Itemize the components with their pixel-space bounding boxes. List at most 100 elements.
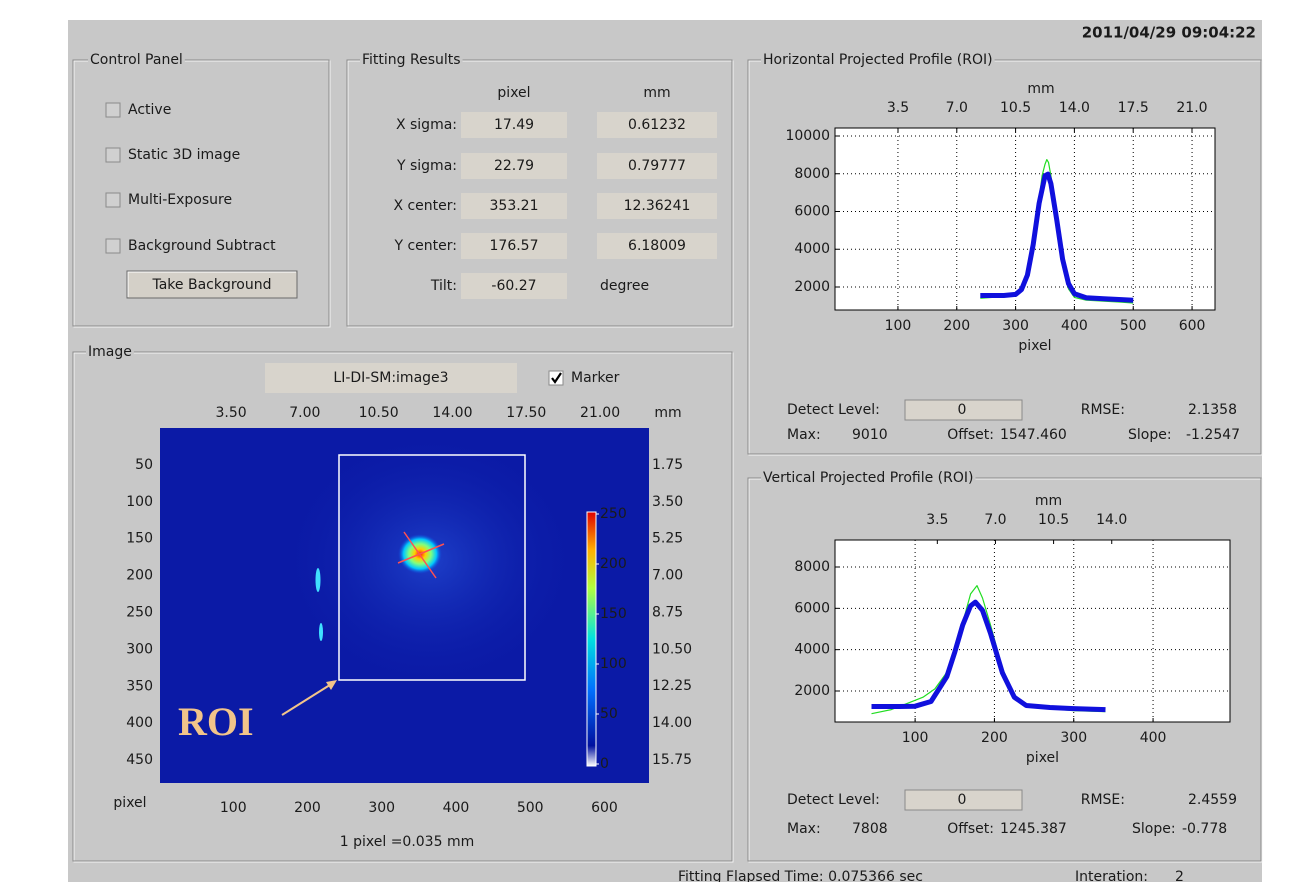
y-tick-label: 200 (126, 568, 153, 584)
stat-label: Slope: (1132, 821, 1176, 837)
colorbar-tick-label: 200 (600, 556, 627, 572)
y-tick-label: 6000 (794, 600, 830, 616)
stat-label: RMSE: (1081, 402, 1125, 418)
axis-label: pixel (113, 795, 146, 811)
x-tick-label: 500 (1120, 318, 1147, 334)
colorbar-tick-label: 0 (600, 756, 609, 772)
y-tick-label: 4000 (794, 241, 830, 257)
channel-name: LI-DI-SM:image3 (333, 370, 448, 386)
x-tick-label: 400 (443, 800, 470, 816)
axis-unit: mm (1035, 493, 1062, 509)
colorbar-tick-label: 50 (600, 706, 618, 722)
row-label: Tilt: (430, 278, 457, 294)
right-tick-label: 1.75 (652, 457, 683, 473)
y-tick-label: 10000 (785, 128, 830, 144)
checkbox[interactable] (106, 193, 120, 207)
x-tick-label: 600 (591, 800, 618, 816)
top-tick-label: 3.5 (887, 100, 909, 116)
colorbar (587, 512, 596, 766)
x-tick-label: 400 (1140, 730, 1167, 746)
right-tick-label: 12.25 (652, 678, 692, 694)
checkbox[interactable] (106, 103, 120, 117)
right-tick-label: 7.00 (652, 568, 683, 584)
marker-label: Marker (571, 370, 620, 386)
top-tick-label: 17.50 (506, 405, 546, 421)
y-tick-label: 2000 (794, 683, 830, 699)
top-tick-label: 14.0 (1096, 512, 1127, 528)
mm-value: 12.36241 (624, 198, 691, 214)
checkbox-label: Background Subtract (128, 238, 276, 254)
stat-value: 0 (958, 402, 967, 418)
right-tick-label: 14.00 (652, 715, 692, 731)
x-tick-label: 600 (1179, 318, 1206, 334)
colorbar-tick-label: 250 (600, 506, 627, 522)
plot-area (835, 540, 1230, 722)
top-tick-label: 21.00 (580, 405, 620, 421)
y-tick-label: 150 (126, 531, 153, 547)
top-tick-label: 21.0 (1176, 100, 1207, 116)
row-label: Y center: (393, 238, 457, 254)
x-tick-label: 200 (981, 730, 1008, 746)
pixel-value: -60.27 (491, 278, 536, 294)
take-background-button[interactable]: Take Background (127, 271, 297, 298)
group-title: Control Panel (90, 52, 183, 68)
colorbar-tick-label: 150 (600, 606, 627, 622)
x-tick-label: 100 (885, 318, 912, 334)
checkbox[interactable] (106, 148, 120, 162)
y-tick-label: 8000 (794, 166, 830, 182)
column-header: mm (643, 85, 670, 101)
x-tick-label: 300 (1060, 730, 1087, 746)
button-label[interactable]: Take Background (151, 277, 271, 293)
x-tick-label: 300 (1002, 318, 1029, 334)
checkbox[interactable] (106, 239, 120, 253)
y-tick-label: 250 (126, 605, 153, 621)
axis-unit: mm (1027, 81, 1054, 97)
y-tick-label: 400 (126, 715, 153, 731)
x-tick-label: 200 (294, 800, 321, 816)
top-tick-label: 3.5 (926, 512, 948, 528)
stat-value: 9010 (852, 427, 888, 443)
unit-label: degree (600, 278, 649, 294)
iteration-label: Interation: (1075, 869, 1148, 882)
top-tick-label: 10.50 (359, 405, 399, 421)
right-tick-label: 3.50 (652, 494, 683, 510)
mm-value: 0.61232 (628, 117, 686, 133)
top-tick-label: 17.5 (1118, 100, 1149, 116)
stat-label: Max: (787, 821, 821, 837)
x-tick-label: 200 (943, 318, 970, 334)
top-tick-label: 7.00 (289, 405, 320, 421)
pixel-value: 176.57 (490, 238, 539, 254)
top-tick-label: 10.5 (1038, 512, 1069, 528)
y-tick-label: 4000 (794, 642, 830, 658)
stat-label: RMSE: (1081, 792, 1125, 808)
y-tick-label: 8000 (794, 559, 830, 575)
top-tick-label: 14.00 (432, 405, 472, 421)
group-title: Vertical Projected Profile (ROI) (763, 470, 974, 486)
y-tick-label: 350 (126, 678, 153, 694)
y-tick-label: 100 (126, 494, 153, 510)
row-label: Y sigma: (396, 158, 457, 174)
stat-value: 2.4559 (1188, 792, 1237, 808)
x-tick-label: 100 (902, 730, 929, 746)
stat-value: -1.2547 (1186, 427, 1240, 443)
stat-value: 1245.387 (1000, 821, 1067, 837)
stat-label: Detect Level: (787, 792, 880, 808)
stat-label: Slope: (1128, 427, 1172, 443)
checkbox-label: Active (128, 102, 171, 118)
application-window: 2011/04/29 09:04:22 Control Panel Fittin… (0, 0, 1291, 882)
x-tick-label: 100 (220, 800, 247, 816)
stat-value: -0.778 (1182, 821, 1227, 837)
stat-value: 0 (958, 792, 967, 808)
right-tick-label: 10.50 (652, 641, 692, 657)
checkbox-label: Static 3D image (128, 147, 240, 163)
stat-label: Offset: (947, 427, 994, 443)
pixel-value: 17.49 (494, 117, 534, 133)
pixel-value: 22.79 (494, 158, 534, 174)
pixel-value: 353.21 (490, 198, 539, 214)
roi-label: ROI (178, 699, 254, 744)
stat-value: 2.1358 (1188, 402, 1237, 418)
axis-label: pixel (1026, 750, 1059, 766)
mm-value: 6.18009 (628, 238, 686, 254)
mm-value: 0.79777 (628, 158, 686, 174)
x-tick-label: 400 (1061, 318, 1088, 334)
